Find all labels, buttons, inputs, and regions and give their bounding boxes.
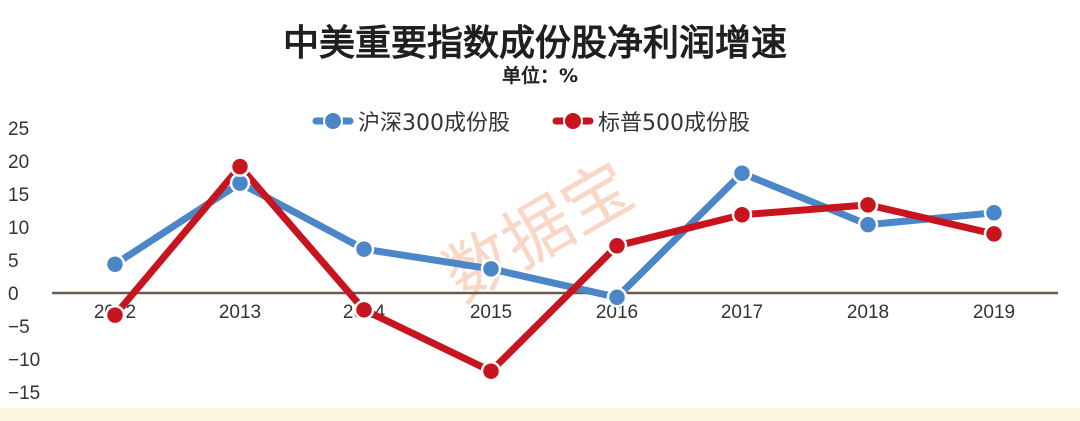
y-tick-label: 0 bbox=[8, 284, 19, 305]
y-tick-label: 10 bbox=[8, 218, 29, 239]
legend: 沪深300成份股 标普500成份股 bbox=[312, 111, 750, 136]
point-sp500-2016 bbox=[606, 235, 628, 257]
point-sp500-2017 bbox=[731, 204, 753, 226]
point-hs300-2017 bbox=[731, 162, 753, 184]
point-sp500-2018 bbox=[857, 194, 879, 216]
x-tick-label: 2015 bbox=[470, 302, 512, 323]
y-tick-label: −5 bbox=[8, 317, 30, 338]
point-sp500-2015 bbox=[480, 360, 502, 382]
x-tick-label: 2016 bbox=[596, 302, 638, 323]
legend-label-hs300: 沪深300成份股 bbox=[358, 111, 510, 136]
point-sp500-2014 bbox=[353, 299, 375, 321]
series-layer bbox=[104, 156, 1005, 382]
x-tick-label: 2013 bbox=[219, 302, 261, 323]
legend-label-sp500: 标普500成份股 bbox=[598, 111, 750, 136]
point-hs300-2012 bbox=[104, 254, 126, 275]
y-tick-label: −10 bbox=[8, 350, 40, 371]
x-tick-label: 2019 bbox=[973, 302, 1015, 323]
y-tick-label: 5 bbox=[8, 251, 19, 272]
point-hs300-2019 bbox=[983, 202, 1005, 224]
x-tick-label: 2017 bbox=[721, 302, 763, 323]
x-tick-label: 2018 bbox=[847, 302, 889, 323]
y-tick-label: −15 bbox=[8, 383, 40, 404]
point-hs300-2014 bbox=[353, 238, 375, 260]
point-hs300-2016 bbox=[606, 287, 628, 308]
series-line-sp500 bbox=[111, 163, 998, 375]
point-hs300-2015 bbox=[480, 258, 502, 280]
y-tick-label: 20 bbox=[8, 152, 29, 173]
legend-marker-hs300 bbox=[323, 111, 343, 131]
chart-subtitle: 单位：% bbox=[502, 64, 578, 87]
bottom-band bbox=[0, 408, 1080, 421]
chart-title: 中美重要指数成份股净利润增速 bbox=[283, 23, 787, 64]
point-hs300-2018 bbox=[857, 214, 879, 235]
point-sp500-2012 bbox=[104, 304, 126, 326]
point-sp500-2019 bbox=[983, 223, 1005, 245]
y-axis: 25 20 15 10 5 0 −5 −10 −15 bbox=[8, 119, 40, 404]
legend-marker-sp500 bbox=[563, 111, 583, 131]
point-sp500-2013 bbox=[229, 156, 251, 177]
y-tick-label: 15 bbox=[8, 185, 29, 206]
y-tick-label: 25 bbox=[8, 119, 29, 140]
